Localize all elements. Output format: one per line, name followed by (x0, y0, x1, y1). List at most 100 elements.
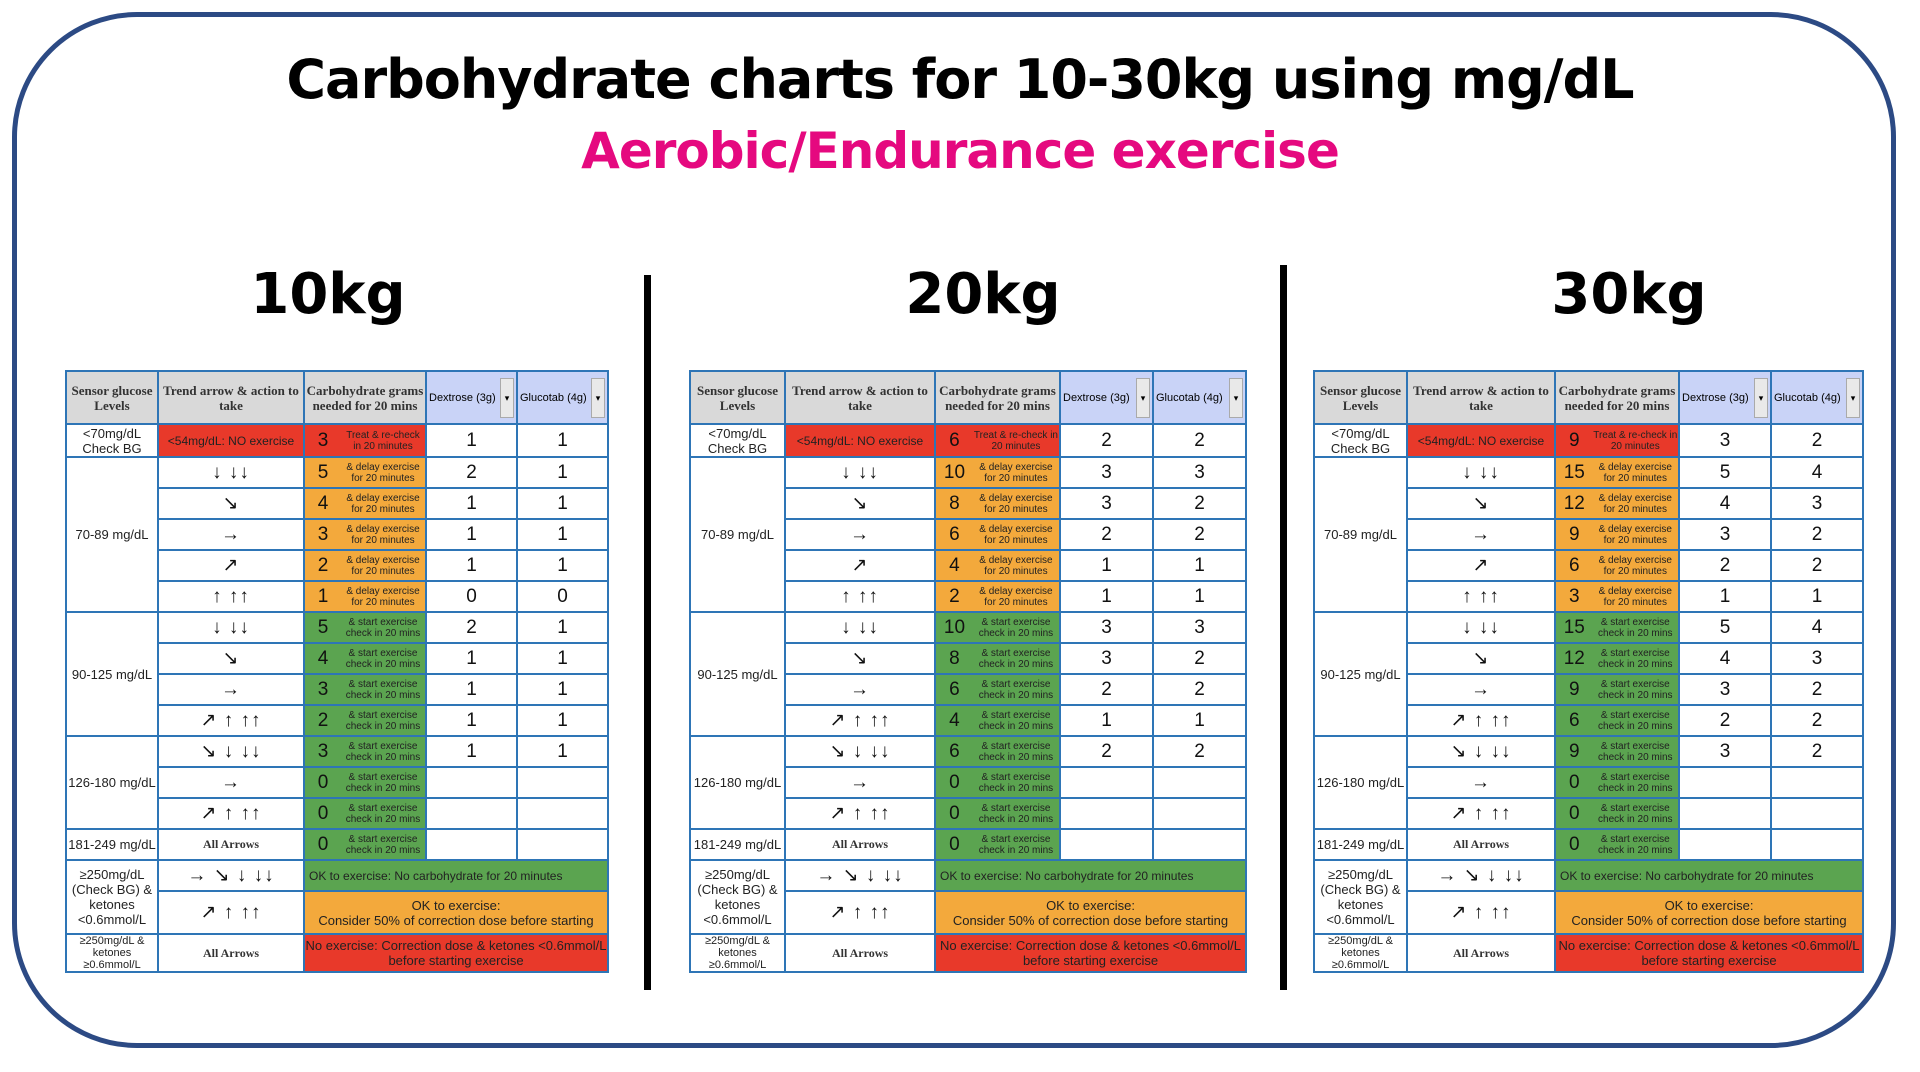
dextrose-count: 1 (425, 673, 518, 706)
table-row: ↗ 4 & delay exercise for 20 minutes 1 1 (690, 549, 1247, 582)
ok-correction-message: OK to exercise: Consider 50% of correctio… (1554, 890, 1864, 935)
carb-cell-content: 15 & delay exercise for 20 minutes (1557, 461, 1677, 484)
trend-arrows: All Arrows (784, 933, 936, 973)
dextrose-count: 3 (1059, 456, 1154, 489)
message-line: Consider 50% of correction dose before s… (952, 912, 1229, 928)
carb-cell: 12 & start exercise check in 20 mins (1554, 642, 1680, 675)
trend-arrows: ↗ ↑ ↑↑ (784, 890, 936, 935)
carb-cell: 15 & delay exercise for 20 minutes (1554, 456, 1680, 489)
filter-dropdown-button[interactable]: ▾ (1136, 377, 1150, 418)
ok-correction-message: OK to exercise: Consider 50% of correctio… (303, 890, 609, 935)
table-row: <70mg/dL Check BG <54mg/dL: NO exercise 6 T… (689, 423, 1247, 458)
carb-cell: 3 & start exercise check in 20 mins (303, 673, 427, 706)
glucotab-count: 2 (1152, 487, 1247, 520)
carb-note: & start exercise check in 20 mins (345, 802, 421, 825)
filter-dropdown-button[interactable]: ▾ (1229, 377, 1243, 418)
carb-cell: 2 & delay exercise for 20 minutes (303, 549, 427, 582)
carb-cell-content: 5 & delay exercise for 20 minutes (306, 462, 424, 484)
carb-grams: 3 (1569, 585, 1580, 607)
carb-grams: 0 (949, 802, 960, 824)
dextrose-count: 2 (1678, 549, 1772, 582)
carb-cell-content: 6 & delay exercise for 20 minutes (1557, 555, 1677, 577)
header-glucotab: Glucotab (4g) ▾ (1770, 370, 1864, 425)
glucotab-count (516, 766, 609, 799)
carb-cell: 0 & start exercise check in 20 mins (1554, 797, 1680, 830)
message-line: Consider 50% of correction dose before s… (318, 912, 594, 928)
weight-heading-10kg: 10kg (250, 262, 406, 327)
carb-cell: 9 & delay exercise for 20 minutes (1554, 518, 1680, 551)
table-row: <70mg/dL Check BG <54mg/dL: NO exercise 3 T… (65, 423, 609, 458)
dextrose-count: 2 (425, 611, 518, 644)
carb-note: & start exercise check in 20 mins (978, 647, 1054, 670)
trend-arrows: ↘ (157, 487, 305, 520)
carb-cell: 8 & start exercise check in 20 mins (934, 642, 1061, 675)
no-exercise-label: <54mg/dL: NO exercise (1406, 423, 1556, 458)
table-row: → 3 & delay exercise for 20 minutes 1 1 (66, 518, 609, 551)
glucose-level-high-ok: ≥250mg/dL (Check BG) & ketones <0.6mmol/… (1313, 859, 1408, 935)
glucotab-count: 2 (1770, 735, 1864, 768)
header-trend: Trend arrow & action to take (784, 370, 936, 425)
carb-cell: 4 & delay exercise for 20 minutes (934, 549, 1061, 582)
carb-note: & start exercise check in 20 mins (345, 616, 421, 639)
carb-cell: 0 & start exercise check in 20 mins (303, 797, 427, 830)
trend-arrows: ↘ ↓ ↓↓ (157, 735, 305, 768)
carb-grams: 6 (949, 429, 960, 451)
trend-arrows: ↗ (784, 549, 936, 582)
trend-arrows: ↗ ↑ ↑↑ (157, 797, 305, 830)
table-row: ↗ ↑ ↑↑ 4 & start exercise check in 20 mins… (690, 704, 1247, 737)
table-row: ≥250mg/dL (Check BG) & ketones <0.6mmol/… (65, 859, 609, 935)
glucotab-count: 1 (516, 423, 609, 458)
weight-heading-30kg: 30kg (1551, 262, 1707, 327)
trend-arrows: ↗ ↑ ↑↑ (1406, 704, 1556, 737)
trend-arrows: → ↘ ↓ ↓↓ (157, 859, 305, 892)
carb-note: & delay exercise for 20 minutes (1598, 492, 1672, 515)
carb-cell-content: 0 & start exercise check in 20 mins (937, 802, 1058, 825)
filter-dropdown-button[interactable]: ▾ (1846, 377, 1860, 418)
carb-grams: 15 (1563, 461, 1585, 483)
carb-cell-content: 0 & start exercise check in 20 mins (1557, 834, 1677, 856)
carb-note: & start exercise check in 20 mins (1598, 678, 1673, 701)
glucotab-count: 1 (1152, 549, 1247, 582)
table-row: 70-89 mg/dL ↓ ↓↓ 5 & delay exercise for 20 … (65, 456, 609, 613)
glucotab-count: 2 (1770, 673, 1864, 706)
dextrose-count (1059, 797, 1154, 830)
glucotab-count (516, 828, 609, 861)
glucotab-count (1770, 797, 1864, 830)
filter-dropdown-button[interactable]: ▾ (591, 377, 605, 418)
table-row: ↗ ↑ ↑↑ 6 & start exercise check in 20 mins… (1314, 704, 1864, 737)
header-dextrose-wrap: Dextrose (3g) ▾ (1062, 374, 1151, 421)
dextrose-count: 0 (425, 580, 518, 613)
dextrose-count: 3 (1678, 423, 1772, 458)
glucotab-count (1152, 766, 1247, 799)
glucotab-count: 3 (1152, 456, 1247, 489)
glucotab-count: 2 (1152, 673, 1247, 706)
table-row: ↗ ↑ ↑↑ OK to exercise: Consider 50% of cor… (1314, 890, 1864, 935)
filter-dropdown-button[interactable]: ▾ (500, 377, 514, 418)
glucotab-count: 1 (516, 704, 609, 737)
carb-cell: 0 & start exercise check in 20 mins (1554, 766, 1680, 799)
carb-cell: 3 Treat & re-check in 20 minutes (303, 423, 427, 458)
message-line: OK to exercise: (1664, 897, 1754, 913)
carb-cell-content: 0 & start exercise check in 20 mins (937, 834, 1058, 856)
trend-arrows: ↗ ↑ ↑↑ (784, 704, 936, 737)
message-line: OK to exercise: (1046, 897, 1135, 913)
dextrose-count: 3 (1059, 611, 1154, 644)
glucotab-count: 3 (1770, 642, 1864, 675)
header-dextrose: Dextrose (3g) ▾ (1059, 370, 1154, 425)
message-line: OK to exercise: (411, 897, 501, 913)
table-row: → 3 & start exercise check in 20 mins 1 1 (66, 673, 609, 706)
header-glucotab-label: Glucotab (4g) (520, 391, 587, 404)
table-row: ≥250mg/dL (Check BG) & ketones <0.6mmol/… (1313, 859, 1864, 935)
glucose-level-r70_89: 70-89 mg/dL (689, 456, 786, 613)
dextrose-count: 3 (1678, 735, 1772, 768)
trend-arrows: → (157, 673, 305, 706)
header-dextrose-label: Dextrose (3g) (1063, 391, 1130, 404)
page-title: Carbohydrate charts for 10-30kg using mg… (286, 48, 1634, 111)
carb-cell: 6 & delay exercise for 20 minutes (1554, 549, 1680, 582)
dextrose-count: 1 (1678, 580, 1772, 613)
filter-dropdown-button[interactable]: ▾ (1754, 377, 1768, 418)
dextrose-count: 3 (1678, 673, 1772, 706)
header-carb: Carbohydrate grams needed for 20 mins (303, 370, 427, 425)
dextrose-count (425, 766, 518, 799)
trend-arrows: ↘ (1406, 642, 1556, 675)
